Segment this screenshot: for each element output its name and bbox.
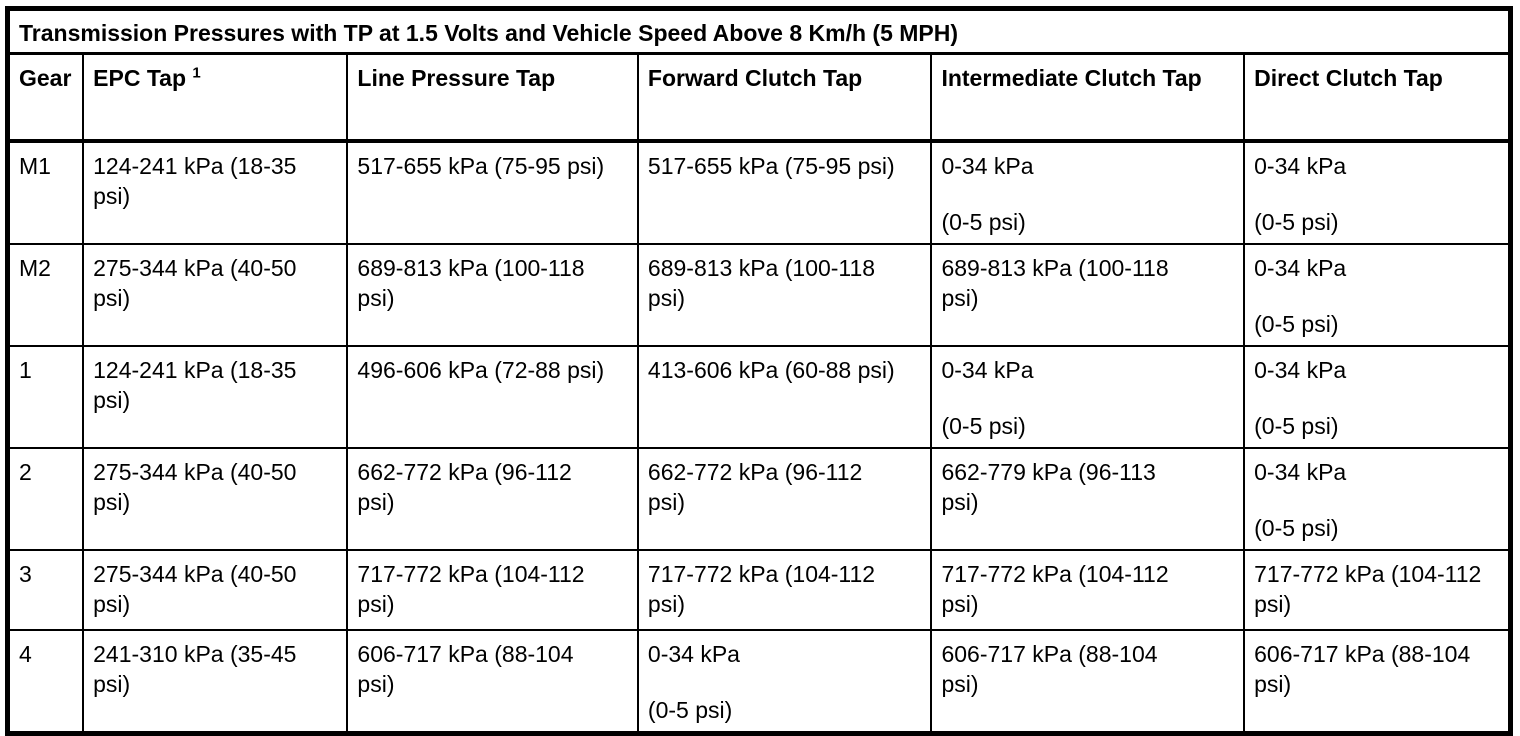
column-header-intermediate-clutch-tap: Intermediate Clutch Tap — [930, 52, 1246, 143]
column-header-label: Intermediate Clutch Tap — [941, 65, 1202, 91]
table-body: M1 124-241 kPa (18-35 psi) 517-655 kPa (75… — [6, 140, 1512, 735]
pressure-value: 496-606 kPa (72-88 psi) — [357, 357, 605, 383]
column-header-label: Forward Clutch Tap — [647, 65, 863, 91]
pressure-cell: 717-772 kPa (104-112 psi) — [1243, 549, 1512, 631]
pressure-value: 606-717 kPa (88-104 psi) — [1254, 641, 1471, 697]
transmission-pressures-table: Transmission Pressures with TP at 1.5 Vo… — [5, 6, 1513, 736]
pressure-value: (0-5 psi) — [1254, 209, 1339, 235]
pressure-value: 517-655 kPa (75-95 psi) — [357, 153, 605, 179]
table-row-gear-m1: M1 124-241 kPa (18-35 psi) 517-655 kPa (75… — [6, 140, 1512, 245]
pressure-value: 0-34 kPa — [1254, 255, 1347, 281]
pressure-value: (0-5 psi) — [1254, 311, 1339, 337]
pressure-value: 606-717 kPa (88-104 psi) — [357, 641, 574, 697]
pressure-cell: 606-717 kPa (88-104 psi) — [930, 629, 1246, 735]
table-title-row: Transmission Pressures with TP at 1.5 Vo… — [6, 7, 1512, 55]
table-row-gear-1: 1 124-241 kPa (18-35 psi) 496-606 kPa (72-… — [6, 345, 1512, 449]
table-row-gear-3: 3 275-344 kPa (40-50 psi) 717-772 kPa (104… — [6, 549, 1512, 631]
pressure-value: 0-34 kPa — [647, 641, 740, 667]
column-header-forward-clutch-tap: Forward Clutch Tap — [636, 52, 933, 143]
pressure-cell: 517-655 kPa (75-95 psi) — [346, 140, 639, 245]
pressure-value: (0-5 psi) — [647, 697, 733, 723]
pressure-value: (0-5 psi) — [1254, 413, 1339, 439]
pressure-value: 241-310 kPa (35-45 psi) — [93, 641, 297, 697]
pressure-value: 124-241 kPa (18-35 psi) — [93, 153, 297, 209]
pressure-cell: 717-772 kPa (104-112 psi) — [930, 549, 1246, 631]
table-title: Transmission Pressures with TP at 1.5 Vo… — [6, 7, 1512, 55]
pressure-value: 0-34 kPa — [1254, 357, 1347, 383]
gear-cell: M2 — [6, 243, 85, 347]
pressure-value: 717-772 kPa (104-112 psi) — [941, 561, 1169, 617]
pressure-value: 0-34 kPa — [1254, 153, 1347, 179]
pressure-cell: 662-772 kPa (96-112 psi) — [636, 447, 933, 551]
pressure-value: 662-779 kPa (96-113 psi) — [941, 459, 1156, 515]
pressure-cell: 275-344 kPa (40-50 psi) — [82, 243, 349, 347]
footnote-marker: 1 — [192, 64, 201, 82]
pressure-cell: 0-34 kPa (0-5 psi) — [636, 629, 933, 735]
pressure-cell: 0-34 kPa (0-5 psi) — [1243, 140, 1512, 245]
pressure-value: 689-813 kPa (100-118 psi) — [357, 255, 585, 311]
pressure-cell: 662-772 kPa (96-112 psi) — [346, 447, 639, 551]
pressure-cell: 0-34 kPa (0-5 psi) — [930, 140, 1246, 245]
pressure-cell: 124-241 kPa (18-35 psi) — [82, 140, 349, 245]
gear-cell: 3 — [6, 549, 85, 631]
pressure-value: 275-344 kPa (40-50 psi) — [93, 255, 297, 311]
pressure-value: 662-772 kPa (96-112 psi) — [647, 459, 863, 515]
pressure-cell: 275-344 kPa (40-50 psi) — [82, 447, 349, 551]
pressure-value: 124-241 kPa (18-35 psi) — [93, 357, 297, 413]
pressure-value: 0-34 kPa — [1254, 459, 1347, 485]
gear-cell: 4 — [6, 629, 85, 735]
pressure-value: (0-5 psi) — [941, 413, 1026, 439]
pressure-value: 717-772 kPa (104-112 psi) — [647, 561, 876, 617]
pressure-cell: 662-779 kPa (96-113 psi) — [930, 447, 1246, 551]
column-header-gear: Gear — [6, 52, 85, 143]
gear-cell: 2 — [6, 447, 85, 551]
column-header-label: Direct Clutch Tap — [1254, 65, 1443, 91]
pressure-cell: 717-772 kPa (104-112 psi) — [636, 549, 933, 631]
table-row-gear-2: 2 275-344 kPa (40-50 psi) 662-772 kPa (96-… — [6, 447, 1512, 551]
gear-cell: M1 — [6, 140, 85, 245]
pressure-value: 717-772 kPa (104-112 psi) — [1254, 561, 1482, 617]
pressure-cell: 0-34 kPa (0-5 psi) — [930, 345, 1246, 449]
table-row-gear-4: 4 241-310 kPa (35-45 psi) 606-717 kPa (88-… — [6, 629, 1512, 735]
pressure-value: 689-813 kPa (100-118 psi) — [941, 255, 1169, 311]
column-header-epc-tap: EPC Tap 1 — [82, 52, 349, 143]
pressure-value: 0-34 kPa — [941, 153, 1034, 179]
pressure-cell: 606-717 kPa (88-104 psi) — [1243, 629, 1512, 735]
pressure-value: 717-772 kPa (104-112 psi) — [357, 561, 585, 617]
column-header-label: Line Pressure Tap — [357, 65, 556, 91]
pressure-value: 517-655 kPa (75-95 psi) — [647, 153, 895, 179]
pressure-cell: 0-34 kPa (0-5 psi) — [1243, 243, 1512, 347]
pressure-cell: 413-606 kPa (60-88 psi) — [636, 345, 933, 449]
pressure-cell: 0-34 kPa (0-5 psi) — [1243, 345, 1512, 449]
column-header-label: EPC Tap — [93, 65, 187, 91]
pressure-value: 275-344 kPa (40-50 psi) — [93, 561, 297, 617]
pressure-cell: 717-772 kPa (104-112 psi) — [346, 549, 639, 631]
pressure-cell: 0-34 kPa (0-5 psi) — [1243, 447, 1512, 551]
pressure-cell: 689-813 kPa (100-118 psi) — [930, 243, 1246, 347]
pressure-value: 413-606 kPa (60-88 psi) — [647, 357, 895, 383]
column-header-line-pressure-tap: Line Pressure Tap — [346, 52, 639, 143]
column-header-direct-clutch-tap: Direct Clutch Tap — [1243, 52, 1512, 143]
pressure-value: 0-34 kPa — [941, 357, 1034, 383]
pressure-value: (0-5 psi) — [1254, 515, 1339, 541]
table-header-row: Gear EPC Tap 1 Line Pressure Tap Forward Cl… — [6, 52, 1512, 143]
pressure-cell: 275-344 kPa (40-50 psi) — [82, 549, 349, 631]
pressure-cell: 124-241 kPa (18-35 psi) — [82, 345, 349, 449]
pressure-cell: 606-717 kPa (88-104 psi) — [346, 629, 639, 735]
pressure-value: 606-717 kPa (88-104 psi) — [941, 641, 1158, 697]
pressure-value: (0-5 psi) — [941, 209, 1026, 235]
table-row-gear-m2: M2 275-344 kPa (40-50 psi) 689-813 kPa (10… — [6, 243, 1512, 347]
pressure-value: 662-772 kPa (96-112 psi) — [357, 459, 572, 515]
column-header-label: Gear — [19, 65, 72, 91]
pressure-cell: 689-813 kPa (100-118 psi) — [346, 243, 639, 347]
gear-cell: 1 — [6, 345, 85, 449]
pressure-cell: 496-606 kPa (72-88 psi) — [346, 345, 639, 449]
pressure-cell: 241-310 kPa (35-45 psi) — [82, 629, 349, 735]
pressure-cell: 689-813 kPa (100-118 psi) — [636, 243, 933, 347]
pressure-value: 275-344 kPa (40-50 psi) — [93, 459, 297, 515]
pressure-cell: 517-655 kPa (75-95 psi) — [636, 140, 933, 245]
pressure-value: 689-813 kPa (100-118 psi) — [647, 255, 876, 311]
